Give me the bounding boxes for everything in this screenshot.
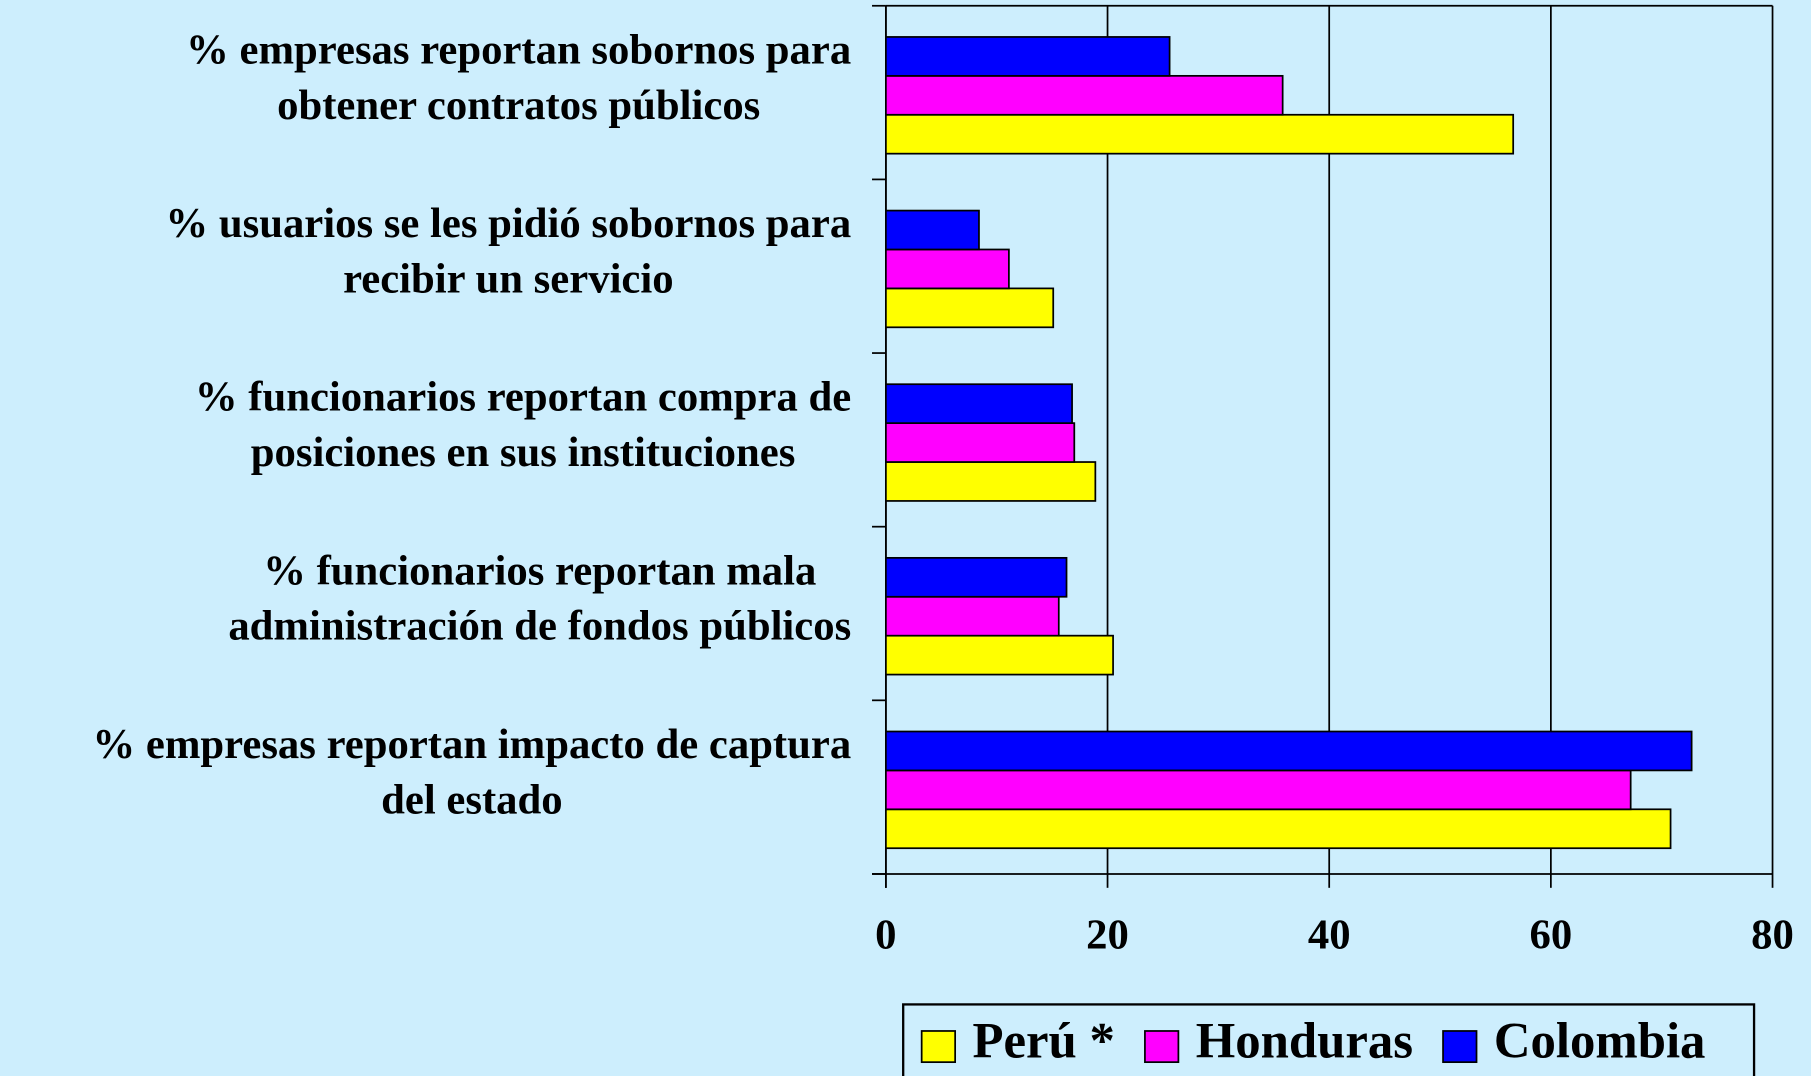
bar xyxy=(885,634,1114,676)
category-label-line: % funcionarios reportan mala xyxy=(263,547,816,594)
category-label-line: % empresas reportan sobornos para xyxy=(186,26,851,73)
legend-label: Honduras xyxy=(1196,1013,1413,1069)
category-label-line: % usuarios se les pidió sobornos para xyxy=(165,200,851,247)
legend-swatch xyxy=(1144,1030,1180,1064)
category-label: % usuarios se les pidió sobornos para rec… xyxy=(165,200,851,302)
category-label-line: % funcionarios reportan compra de xyxy=(195,373,851,420)
category-label-line: del estado xyxy=(381,776,563,823)
category-label: % funcionarios reportan mala administraci… xyxy=(228,547,851,649)
bar xyxy=(885,595,1060,637)
bar xyxy=(885,74,1284,116)
bar xyxy=(885,383,1073,424)
bar xyxy=(885,248,1010,290)
legend-label: Colombia xyxy=(1494,1013,1706,1069)
bar xyxy=(885,422,1076,463)
category-label-line: posiciones en sus instituciones xyxy=(251,429,796,476)
category-label: % empresas reportan sobornos para obtener… xyxy=(186,26,851,128)
bar xyxy=(885,461,1097,502)
legend-label: Perú * xyxy=(972,1013,1114,1069)
bar xyxy=(885,769,1632,811)
x-tick-label: 80 xyxy=(1751,911,1794,958)
bar xyxy=(885,730,1693,772)
x-tick-label: 60 xyxy=(1530,911,1573,958)
x-tick-label: 40 xyxy=(1308,911,1351,958)
legend-swatch xyxy=(920,1030,957,1064)
bar xyxy=(885,287,1055,329)
bar xyxy=(885,209,980,251)
category-label-line: obtener contratos públicos xyxy=(277,82,760,129)
bar xyxy=(885,808,1672,850)
x-tick-label: 20 xyxy=(1086,911,1129,958)
bar xyxy=(885,556,1068,598)
category-label: % funcionarios reportan compra de posicio… xyxy=(195,373,851,475)
category-label-line: recibir un servicio xyxy=(343,255,674,302)
legend-box xyxy=(902,1003,1756,1076)
category-label: % empresas reportan impacto de captura de… xyxy=(93,721,852,823)
bar xyxy=(885,36,1171,77)
legend-swatch xyxy=(1442,1030,1478,1064)
x-tick-label: 0 xyxy=(875,911,896,958)
category-label-line: % empresas reportan impacto de captura xyxy=(93,721,852,768)
category-label-line: administración de fondos públicos xyxy=(228,602,851,649)
bar xyxy=(885,113,1515,155)
